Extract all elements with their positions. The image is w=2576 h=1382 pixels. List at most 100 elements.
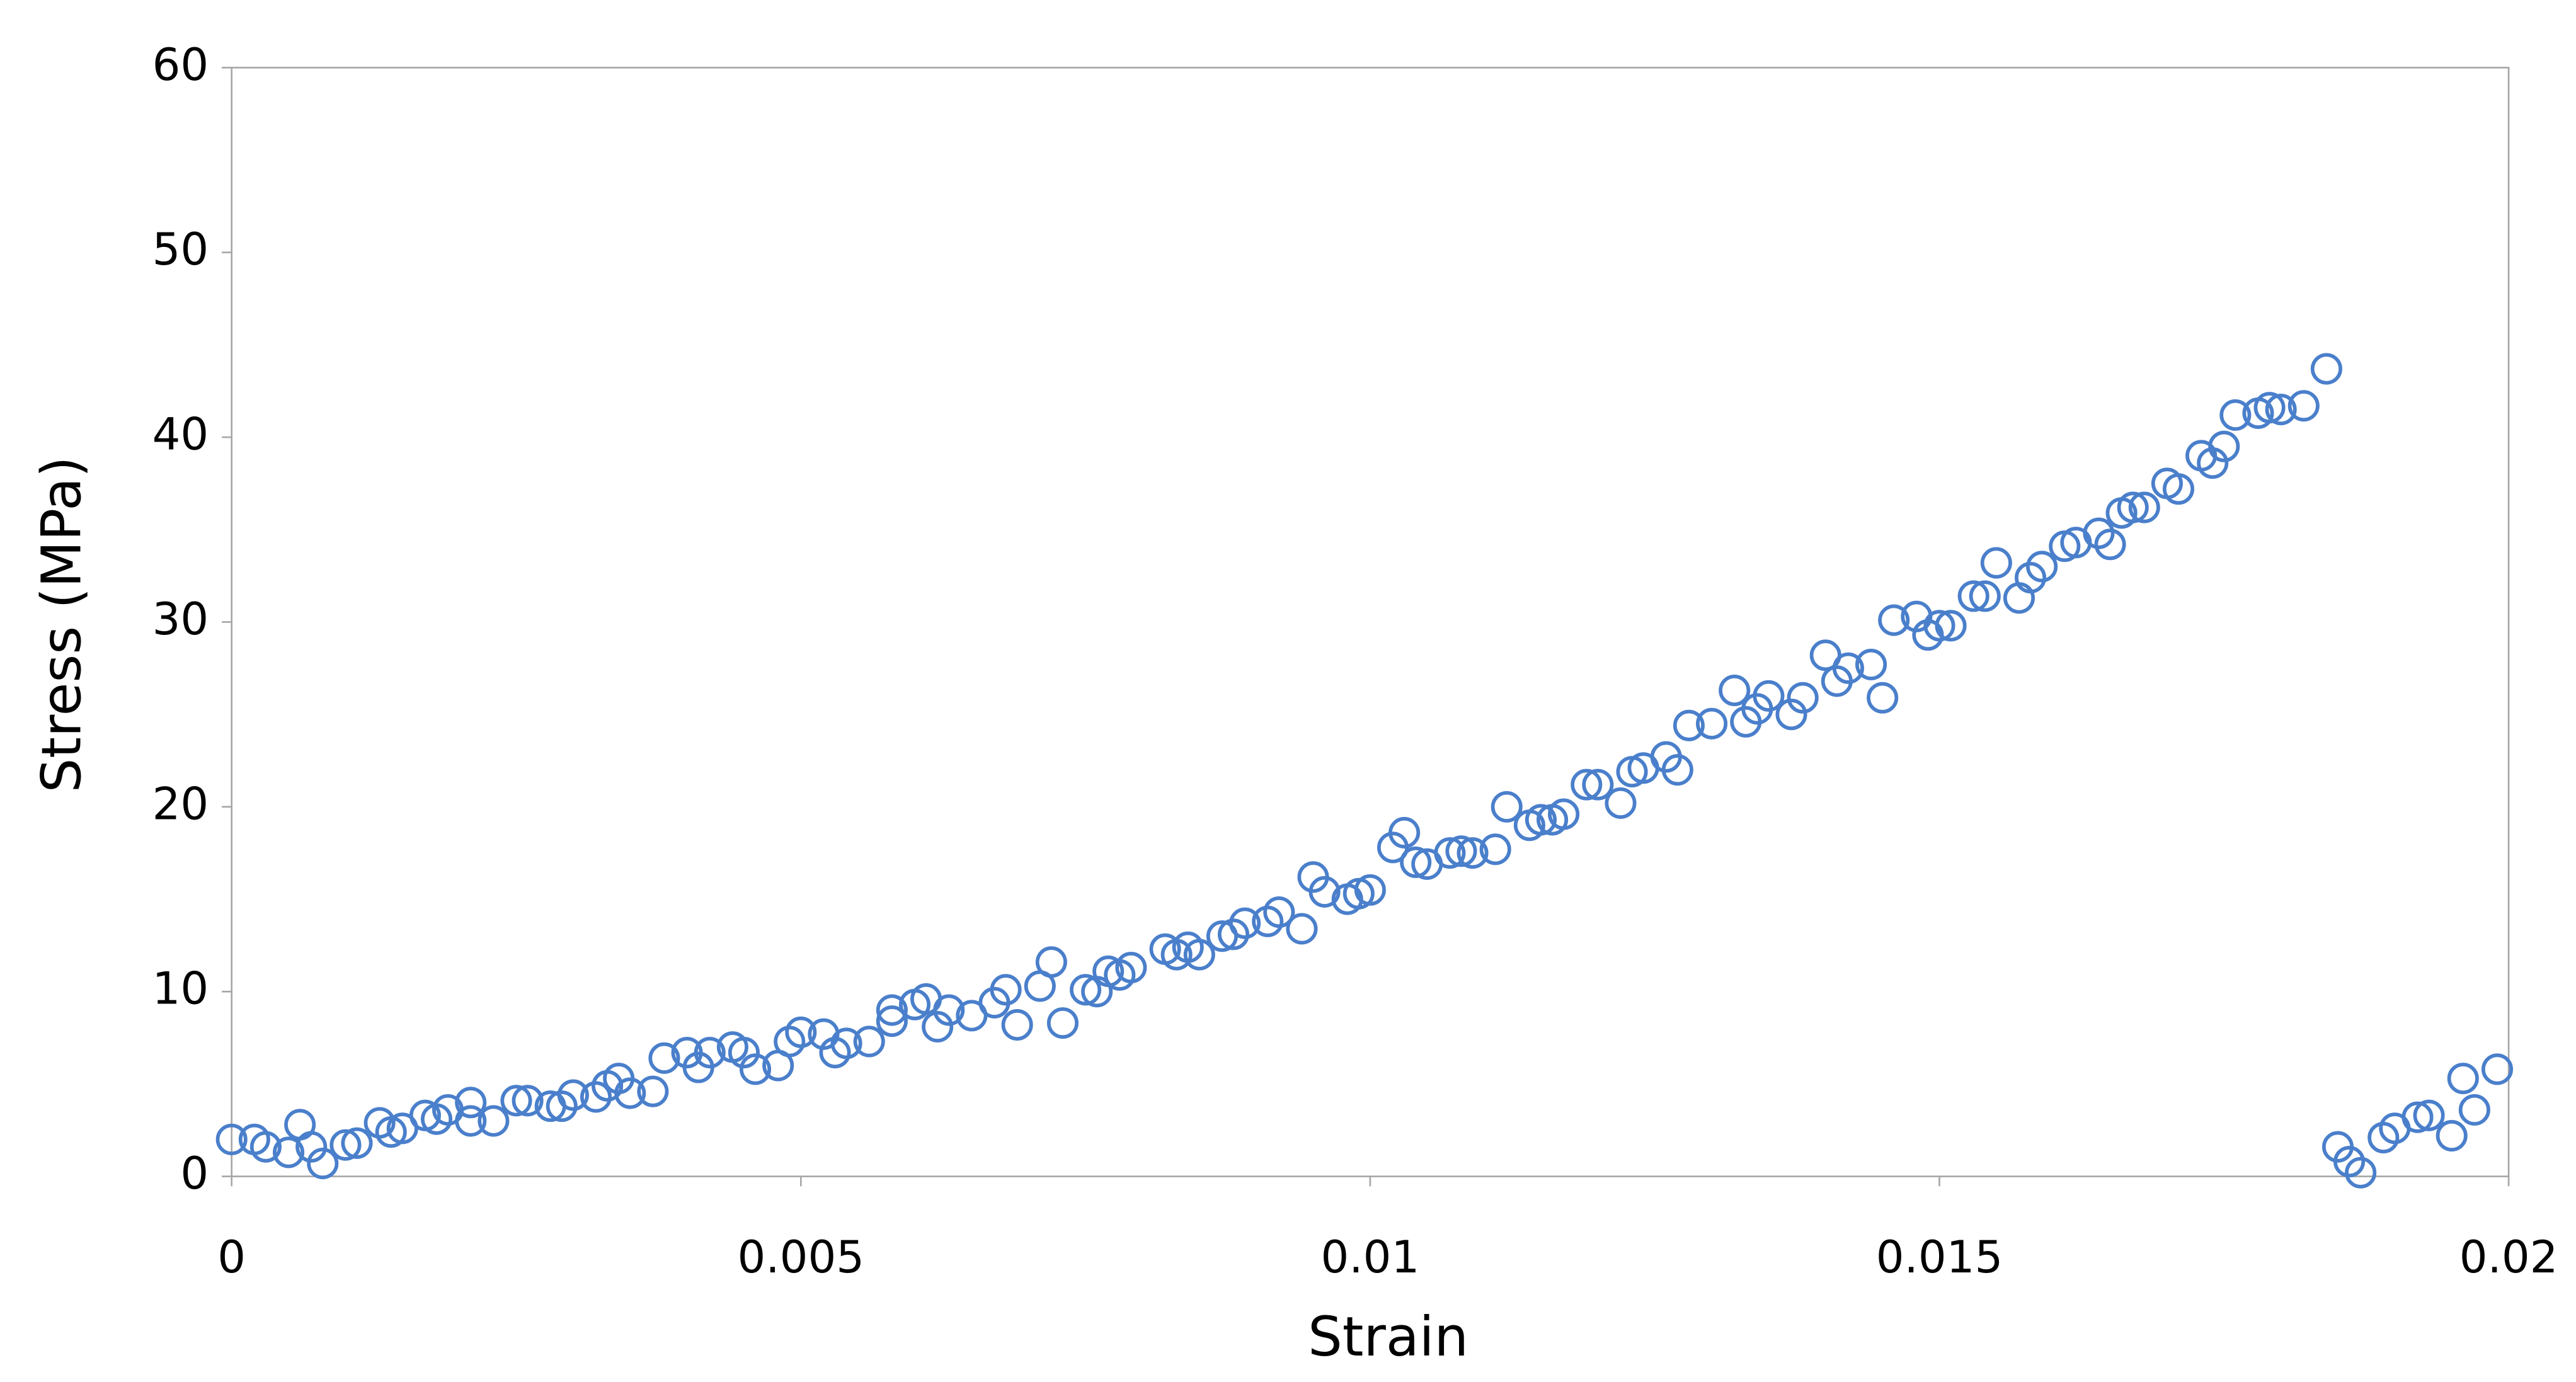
data-point (2265, 394, 2297, 426)
data-point (1479, 833, 1511, 865)
data-point (728, 1037, 760, 1069)
data-point (1605, 787, 1637, 819)
data-point (1696, 707, 1728, 740)
x-tick-label: 0.005 (738, 1231, 865, 1283)
y-tick-label: 40 (152, 409, 209, 460)
data-point (1229, 907, 1261, 939)
data-point (1548, 798, 1580, 830)
data-point (546, 1090, 578, 1122)
data-point (637, 1075, 669, 1107)
data-point (1388, 816, 1421, 848)
data-point (1263, 896, 1295, 928)
plot-frame (231, 67, 2510, 1177)
data-point (1308, 876, 1341, 908)
data-point (1867, 682, 1899, 714)
data-point (1525, 804, 1557, 836)
y-tick-label: 50 (152, 224, 209, 275)
data-point (1673, 709, 1705, 741)
data-point (1354, 874, 1386, 906)
data-point (1571, 768, 1603, 801)
data-point (1980, 547, 2012, 579)
data-point (1070, 974, 1102, 1006)
data-point (1434, 837, 1466, 869)
data-point (876, 1005, 908, 1037)
y-tick-label: 60 (152, 39, 209, 91)
data-point (512, 1085, 544, 1117)
data-point (2253, 392, 2286, 424)
y-tick-label: 30 (152, 593, 209, 645)
data-point (478, 1105, 510, 1137)
data-point (1491, 791, 1523, 823)
x-tick-label: 0.01 (1321, 1231, 1420, 1283)
data-point (2333, 1146, 2366, 1178)
y-tick-label: 10 (152, 963, 209, 1015)
data-point (1957, 580, 1989, 612)
data-point (329, 1129, 362, 1161)
data-point (295, 1131, 328, 1163)
data-point (2015, 562, 2047, 594)
data-point (1923, 610, 1955, 642)
data-point (500, 1085, 532, 1117)
data-point (1878, 604, 1910, 636)
data-point (785, 1016, 817, 1048)
x-axis-title: Strain (1308, 1306, 1468, 1369)
data-point (2287, 390, 2320, 422)
data-point (739, 1053, 772, 1085)
data-point (1753, 680, 1785, 712)
data-point (2197, 447, 2229, 479)
data-point (1661, 754, 1693, 786)
data-point (1115, 952, 1147, 984)
data-point (2083, 517, 2115, 549)
data-point (1719, 674, 1751, 707)
data-point (1001, 1008, 1033, 1041)
data-point (2345, 1156, 2377, 1189)
data-point (2128, 491, 2160, 523)
data-point (2117, 491, 2149, 523)
data-point (1582, 768, 1614, 801)
data-point (2219, 399, 2252, 431)
data-point (249, 1131, 282, 1163)
x-tick-label: 0.015 (1876, 1231, 2003, 1283)
data-point (273, 1136, 305, 1168)
data-point (1183, 939, 1215, 971)
x-tick-label: 0.02 (2459, 1231, 2558, 1283)
data-point (990, 974, 1022, 1006)
data-point (2413, 1099, 2445, 1131)
x-tick-label: 0 (217, 1231, 246, 1283)
data-point (215, 1123, 248, 1155)
data-point (557, 1079, 589, 1111)
data-point (1775, 699, 1807, 731)
data-point (455, 1087, 487, 1119)
data-point (1400, 846, 1432, 878)
data-point (830, 1027, 862, 1059)
data-point (2447, 1063, 2479, 1095)
data-point (455, 1105, 487, 1137)
data-point (307, 1148, 339, 1180)
data-point (876, 994, 908, 1026)
data-point (2481, 1053, 2514, 1085)
data-point (1832, 652, 1864, 684)
data-point (2094, 528, 2126, 561)
data-point (2026, 551, 2058, 583)
data-point (1046, 1007, 1079, 1039)
data-point (2436, 1120, 2468, 1152)
y-tick-label: 20 (152, 778, 209, 830)
data-point (2162, 473, 2195, 505)
data-point (648, 1042, 680, 1074)
data-point (1787, 682, 1819, 714)
data-point (922, 1010, 954, 1042)
data-point (1935, 610, 1967, 642)
data-point (2458, 1094, 2490, 1126)
data-point (614, 1077, 646, 1109)
data-point (580, 1081, 612, 1113)
data-point (1217, 918, 1250, 951)
data-point (853, 1025, 885, 1058)
data-point (2208, 430, 2240, 462)
data-point (1035, 946, 1067, 978)
data-point (1445, 835, 1477, 867)
data-point (1855, 648, 1887, 680)
data-point (341, 1127, 373, 1159)
data-point (1286, 913, 1318, 945)
